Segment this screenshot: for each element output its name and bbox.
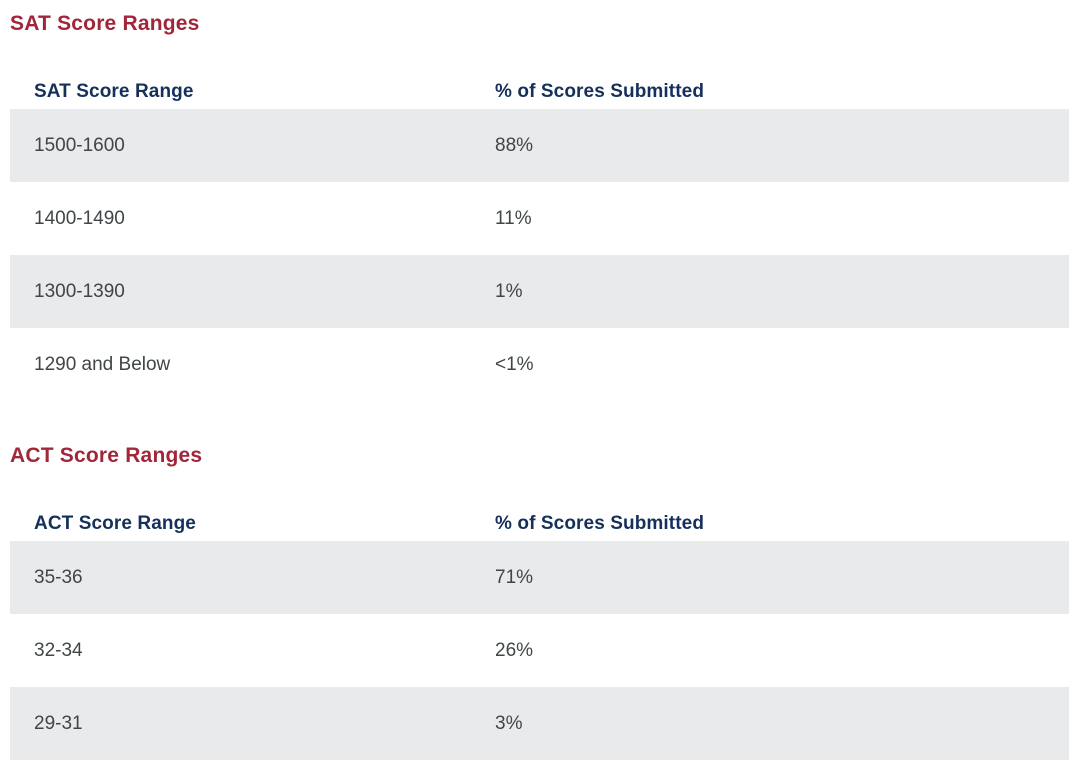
sat-score-table: SAT Score Range % of Scores Submitted 15… (10, 81, 1069, 401)
sat-score-section: SAT Score Ranges SAT Score Range % of Sc… (10, 13, 1069, 401)
act-score-table: ACT Score Range % of Scores Submitted 35… (10, 513, 1069, 760)
sat-section-title: SAT Score Ranges (10, 12, 200, 35)
table-row: 35-36 71% (10, 541, 1069, 614)
percent-cell: 88% (495, 134, 534, 156)
percent-cell: 11% (495, 207, 532, 229)
percent-cell: <1% (495, 353, 534, 375)
table-row: 1400-1490 11% (10, 182, 1069, 255)
column-header-percent-submitted: % of Scores Submitted (495, 81, 705, 102)
score-range-cell: 35-36 (34, 566, 83, 588)
percent-cell: 71% (495, 566, 534, 588)
score-range-cell: 1500-1600 (34, 134, 125, 156)
score-range-cell: 1300-1390 (34, 280, 125, 302)
table-row: 1300-1390 1% (10, 255, 1069, 328)
column-header-score-range: SAT Score Range (34, 81, 194, 102)
table-header-row: SAT Score Range % of Scores Submitted (10, 81, 1069, 109)
score-range-cell: 32-34 (34, 639, 83, 661)
percent-cell: 3% (495, 712, 523, 734)
percent-cell: 26% (495, 639, 534, 661)
table-row: 1290 and Below <1% (10, 328, 1069, 401)
table-row: 1500-1600 88% (10, 109, 1069, 182)
column-header-score-range: ACT Score Range (34, 513, 196, 534)
act-section-title: ACT Score Ranges (10, 444, 203, 467)
column-header-percent-submitted: % of Scores Submitted (495, 513, 705, 534)
table-row: 29-31 3% (10, 687, 1069, 760)
score-range-cell: 29-31 (34, 712, 83, 734)
percent-cell: 1% (495, 280, 523, 302)
score-range-cell: 1290 and Below (34, 353, 171, 375)
table-header-row: ACT Score Range % of Scores Submitted (10, 513, 1069, 541)
table-row: 32-34 26% (10, 614, 1069, 687)
score-range-cell: 1400-1490 (34, 207, 125, 229)
act-score-section: ACT Score Ranges ACT Score Range % of Sc… (10, 445, 1069, 760)
